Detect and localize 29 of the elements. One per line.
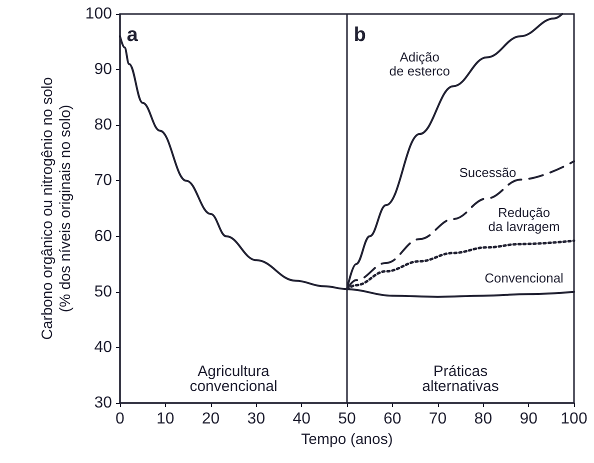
x-tick-label: 40 bbox=[292, 410, 311, 428]
series-label: Sucessão bbox=[459, 164, 516, 180]
y-tick-label: 70 bbox=[94, 172, 112, 190]
annotation: a bbox=[126, 24, 139, 46]
x-tick-label: 80 bbox=[474, 410, 492, 428]
y-tick-label: 90 bbox=[94, 61, 112, 78]
y-tick-label: 40 bbox=[94, 338, 112, 356]
x-tick-label: 60 bbox=[384, 410, 402, 428]
x-tick-label: 70 bbox=[428, 410, 447, 428]
annotation: b bbox=[354, 24, 366, 46]
y-axis-title: Carbono orgânico ou nitrogênio no solo (% dos níveis originais no solo) bbox=[38, 77, 74, 340]
x-tick-label: 90 bbox=[520, 410, 538, 428]
x-tick-label: 0 bbox=[116, 410, 125, 428]
annotation: Práticas alternativas bbox=[422, 363, 499, 396]
y-tick-label: 50 bbox=[94, 283, 112, 300]
y-tick-label: 100 bbox=[85, 6, 112, 22]
x-tick-label: 100 bbox=[560, 410, 588, 428]
x-tick-label: 20 bbox=[202, 410, 220, 428]
y-tick-label: 60 bbox=[94, 228, 112, 245]
x-tick-label: 10 bbox=[156, 410, 174, 428]
annotation: Agricultura convencional bbox=[190, 363, 278, 396]
x-tick-label: 50 bbox=[338, 410, 356, 428]
y-tick-label: 80 bbox=[94, 116, 112, 134]
x-axis-title: Tempo (anos) bbox=[301, 430, 393, 448]
series-label: Convencional bbox=[484, 270, 564, 286]
x-tick-label: 30 bbox=[247, 410, 266, 428]
y-tick-label: 30 bbox=[94, 394, 112, 412]
series-label: Adição de esterco bbox=[389, 50, 450, 79]
series-label: Redução da lavragem bbox=[488, 205, 560, 234]
